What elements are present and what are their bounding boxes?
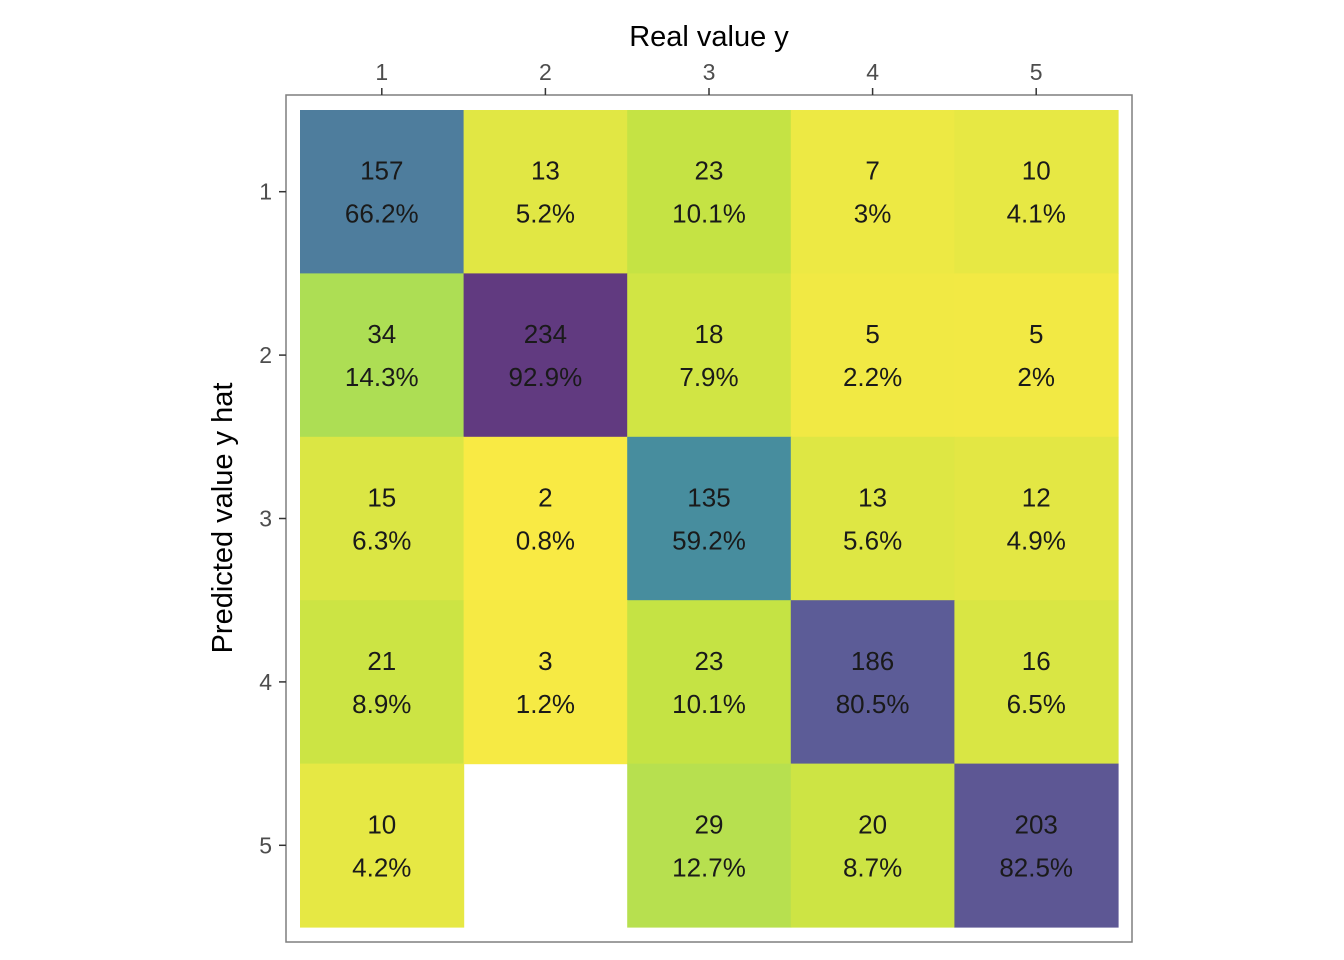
- heatmap-cell-r4-c2: [463, 600, 628, 765]
- cell-count-r3-c3: 135: [687, 483, 730, 513]
- x-tick-label-4: 4: [866, 59, 879, 85]
- cell-count-r3-c5: 12: [1022, 483, 1051, 513]
- cell-percent-r3-c5: 4.9%: [1007, 526, 1066, 556]
- heatmap-cell-r1-c3: [627, 110, 792, 274]
- heatmap-cell-r1-c5: [954, 110, 1119, 274]
- heatmap-cell-r2-c1: [300, 273, 465, 438]
- cell-percent-r3-c2: 0.8%: [516, 526, 575, 556]
- y-tick-label-5: 5: [259, 832, 272, 858]
- heatmap-cell-r1-c1: [300, 110, 465, 274]
- y-tick-label-2: 2: [259, 342, 272, 368]
- heatmap-cell-r4-c4: [790, 600, 955, 765]
- heatmap-cell-labels: 15766.2%135.2%2310.1%73%104.1%3414.3%234…: [345, 156, 1073, 883]
- cell-count-r2-c5: 5: [1029, 319, 1043, 349]
- cell-count-r3-c2: 2: [538, 483, 552, 513]
- cell-count-r1-c2: 13: [531, 156, 560, 186]
- heatmap-cell-r1-c4: [790, 110, 955, 274]
- cell-percent-r5-c1: 4.2%: [352, 852, 411, 882]
- cell-count-r5-c4: 20: [858, 809, 887, 839]
- heatmap-cell-r1-c2: [463, 110, 628, 274]
- y-axis-title: Predicted value y hat: [207, 383, 239, 654]
- cell-percent-r5-c3: 12.7%: [672, 852, 746, 882]
- x-tick-label-3: 3: [703, 59, 716, 85]
- cell-percent-r1-c1: 66.2%: [345, 199, 419, 229]
- cell-percent-r3-c1: 6.3%: [352, 526, 411, 556]
- heatmap-cell-r3-c3: [627, 436, 792, 601]
- cell-count-r3-c1: 15: [367, 483, 396, 513]
- heatmap-cell-r3-c5: [954, 436, 1119, 601]
- cell-count-r5-c5: 203: [1015, 809, 1058, 839]
- cell-percent-r2-c1: 14.3%: [345, 362, 419, 392]
- cell-count-r4-c1: 21: [367, 646, 396, 676]
- heatmap-cell-r4-c5: [954, 600, 1119, 765]
- cell-count-r4-c2: 3: [538, 646, 552, 676]
- cell-percent-r3-c4: 5.6%: [843, 526, 902, 556]
- cell-percent-r3-c3: 59.2%: [672, 526, 746, 556]
- heatmap-cell-r5-c5: [954, 763, 1119, 928]
- heatmap-cell-r2-c4: [790, 273, 955, 438]
- x-tick-label-5: 5: [1030, 59, 1043, 85]
- cell-count-r5-c1: 10: [367, 809, 396, 839]
- heatmap-cell-r5-c1: [300, 763, 465, 928]
- cell-percent-r2-c5: 2%: [1017, 362, 1055, 392]
- heatmap-cells: [300, 110, 1119, 928]
- y-tick-label-3: 3: [259, 506, 272, 532]
- cell-percent-r1-c5: 4.1%: [1007, 199, 1066, 229]
- cell-count-r1-c4: 7: [865, 156, 879, 186]
- cell-percent-r4-c4: 80.5%: [836, 689, 910, 719]
- cell-count-r1-c3: 23: [695, 156, 724, 186]
- cell-count-r1-c1: 157: [360, 156, 403, 186]
- cell-count-r4-c4: 186: [851, 646, 894, 676]
- heatmap-cell-r5-c4: [790, 763, 955, 928]
- cell-percent-r2-c2: 92.9%: [509, 362, 583, 392]
- cell-count-r5-c3: 29: [695, 809, 724, 839]
- cell-count-r2-c2: 234: [524, 319, 567, 349]
- cell-percent-r1-c4: 3%: [854, 199, 892, 229]
- heatmap-cell-r3-c2: [463, 436, 628, 601]
- cell-count-r2-c4: 5: [865, 319, 879, 349]
- cell-percent-r2-c3: 7.9%: [679, 362, 738, 392]
- heatmap-cell-r2-c5: [954, 273, 1119, 438]
- heatmap-cell-r5-c3: [627, 763, 792, 928]
- cell-count-r2-c3: 18: [695, 319, 724, 349]
- cell-count-r3-c4: 13: [858, 483, 887, 513]
- x-tick-label-2: 2: [539, 59, 552, 85]
- y-tick-label-1: 1: [259, 179, 272, 205]
- cell-count-r2-c1: 34: [367, 319, 396, 349]
- cell-count-r4-c3: 23: [695, 646, 724, 676]
- y-axis-left: 1 2 3 4 5: [259, 179, 286, 858]
- cell-percent-r5-c4: 8.7%: [843, 852, 902, 882]
- cell-percent-r4-c1: 8.9%: [352, 689, 411, 719]
- heatmap-cell-r4-c1: [300, 600, 465, 765]
- cell-percent-r4-c2: 1.2%: [516, 689, 575, 719]
- heatmap-cell-r4-c3: [627, 600, 792, 765]
- cell-count-r1-c5: 10: [1022, 156, 1051, 186]
- cell-percent-r1-c2: 5.2%: [516, 199, 575, 229]
- heatmap-cell-r3-c4: [790, 436, 955, 601]
- cell-percent-r5-c5: 82.5%: [999, 852, 1073, 882]
- x-axis-top: 1 2 3 4 5: [375, 59, 1043, 95]
- cell-percent-r2-c4: 2.2%: [843, 362, 902, 392]
- x-axis-title: Real value y: [629, 21, 789, 53]
- cell-percent-r4-c3: 10.1%: [672, 689, 746, 719]
- x-tick-label-1: 1: [375, 59, 388, 85]
- heatmap-cell-r2-c3: [627, 273, 792, 438]
- heatmap-cell-r3-c1: [300, 436, 465, 601]
- cell-percent-r1-c3: 10.1%: [672, 199, 746, 229]
- y-tick-label-4: 4: [259, 669, 272, 695]
- cell-percent-r4-c5: 6.5%: [1007, 689, 1066, 719]
- cell-count-r4-c5: 16: [1022, 646, 1051, 676]
- heatmap-cell-r2-c2: [463, 273, 628, 438]
